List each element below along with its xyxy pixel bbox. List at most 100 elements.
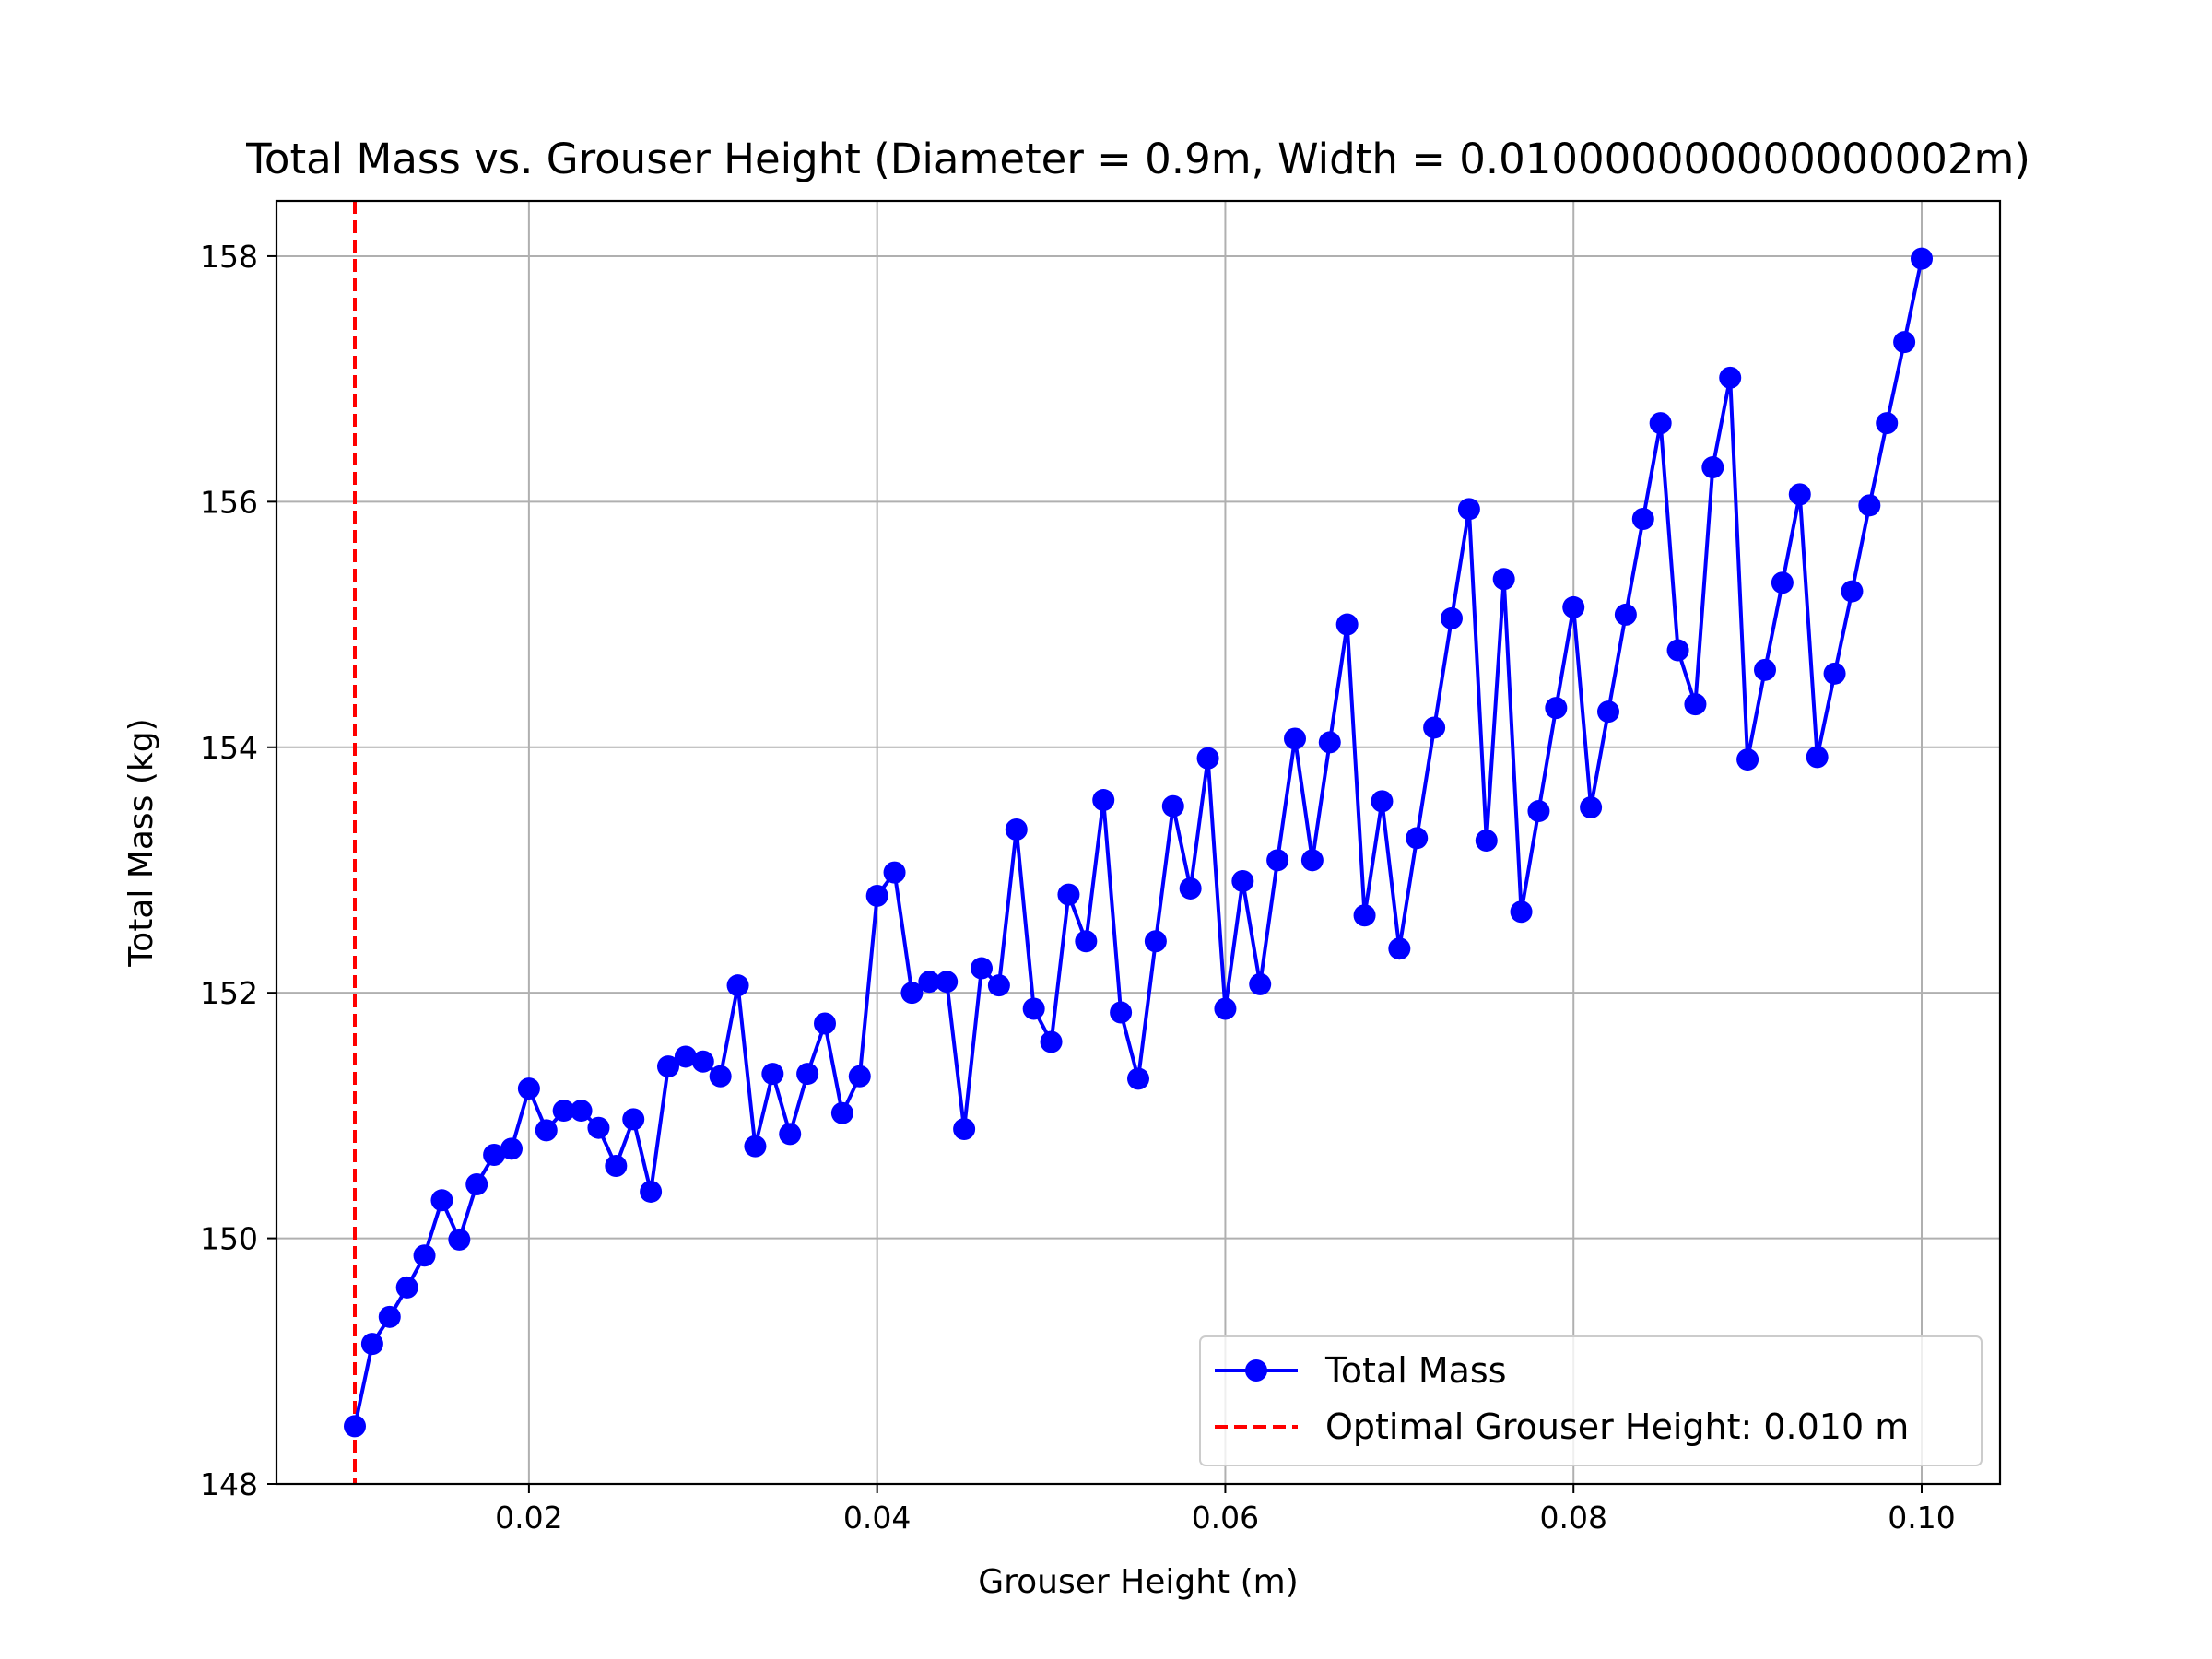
total-mass-point [587, 1116, 610, 1139]
total-mass-point [1284, 727, 1306, 750]
total-mass-point [1231, 869, 1254, 892]
total-mass-point [1353, 904, 1376, 927]
total-mass-point [1719, 366, 1742, 389]
total-mass-point [1179, 877, 1202, 900]
total-mass-point [848, 1065, 871, 1088]
total-mass-point [1666, 639, 1689, 662]
total-mass-point [1562, 595, 1585, 618]
total-mass-point [1457, 498, 1480, 521]
x-axis-label: Grouser Height (m) [978, 1563, 1299, 1601]
total-mass-point [395, 1276, 418, 1299]
total-mass-point [552, 1100, 575, 1123]
total-mass-point [1110, 1001, 1133, 1024]
series-layer [344, 247, 1933, 1438]
total-mass-point [883, 861, 906, 884]
total-mass-point [1161, 794, 1184, 818]
y-tick-label: 152 [200, 975, 258, 1011]
total-mass-point [1300, 849, 1324, 872]
total-mass-point [640, 1180, 663, 1203]
y-tick-label: 156 [200, 484, 258, 520]
total-mass-point [535, 1119, 558, 1142]
total-mass-point [430, 1189, 453, 1212]
total-mass-point [1318, 731, 1341, 754]
chart-title: Total Mass vs. Grouser Height (Diameter … [245, 135, 2030, 183]
x-tick-label: 0.06 [1192, 1500, 1259, 1535]
total-mass-point [1371, 790, 1394, 813]
total-mass-point [1841, 580, 1864, 603]
total-mass-point [1893, 331, 1916, 354]
total-mass-point [674, 1045, 697, 1068]
y-tick-label: 158 [200, 239, 258, 275]
plot-frame [275, 199, 2002, 1486]
total-mass-point [1492, 568, 1515, 591]
total-mass-point [1736, 748, 1759, 771]
total-mass-point [1684, 693, 1707, 716]
total-mass-point [1057, 883, 1080, 906]
total-mass-point [1510, 900, 1533, 924]
legend-total-mass-label: Total Mass [1324, 1350, 1507, 1391]
total-mass-point [935, 971, 959, 994]
total-mass-point [1196, 747, 1219, 770]
total-mass-point [971, 957, 993, 980]
total-mass-point [500, 1137, 523, 1160]
y-tick-label: 154 [200, 730, 258, 766]
total-mass-point [987, 974, 1010, 997]
total-mass-point [1127, 1067, 1149, 1090]
legend-box [1199, 1335, 1983, 1466]
total-mass-point [413, 1244, 436, 1267]
y-axis-label: Total Mass (kg) [123, 718, 160, 967]
total-mass-point [744, 1135, 767, 1158]
total-mass-point [1388, 937, 1411, 960]
total-mass-point [1475, 830, 1498, 853]
total-mass-point [1075, 930, 1098, 953]
total-mass-point [1527, 800, 1550, 823]
total-mass-point [726, 974, 749, 997]
total-mass-point [1214, 997, 1237, 1020]
total-mass-point [1249, 972, 1272, 995]
total-mass-point [900, 982, 924, 1005]
total-mass-point [360, 1333, 383, 1356]
total-mass-point [1022, 997, 1045, 1020]
total-mass-point [1823, 662, 1846, 685]
total-mass-point [465, 1172, 488, 1195]
total-mass-point [865, 884, 888, 907]
total-mass-point [1597, 700, 1619, 724]
total-mass-point [796, 1063, 819, 1086]
y-tick-label: 150 [200, 1221, 258, 1257]
total-mass-point [657, 1055, 679, 1078]
total-mass-point [570, 1100, 593, 1123]
total-mass-point [1631, 508, 1654, 531]
x-tick-label: 0.08 [1539, 1500, 1606, 1535]
total-mass-point [1754, 658, 1776, 681]
total-mass-point [1441, 606, 1463, 629]
total-mass-point [1406, 827, 1429, 850]
total-mass-point [779, 1123, 802, 1146]
total-mass-point [1858, 494, 1881, 517]
total-mass-point [1649, 412, 1672, 435]
total-mass-point [709, 1065, 732, 1088]
total-mass-point [830, 1101, 853, 1124]
total-mass-point [1788, 483, 1811, 506]
total-mass-point [1911, 247, 1933, 270]
total-mass-point [1580, 796, 1603, 819]
x-tick-label: 0.10 [1888, 1500, 1955, 1535]
total-mass-point [378, 1305, 401, 1328]
total-mass-point [448, 1228, 471, 1251]
total-mass-point [1876, 412, 1899, 435]
total-mass-point [1701, 456, 1724, 479]
grid-lines [276, 201, 2000, 1485]
total-mass-point [483, 1144, 506, 1167]
total-mass-point [1614, 603, 1637, 626]
total-mass-point [622, 1108, 645, 1131]
total-mass-point [761, 1063, 784, 1086]
total-mass-point [953, 1118, 976, 1141]
total-mass-point [344, 1415, 366, 1438]
legend-optimal-height-label: Optimal Grouser Height: 0.010 m [1325, 1406, 1909, 1447]
total-mass-point [1144, 930, 1167, 953]
total-mass-point [1335, 613, 1359, 636]
total-mass-point [517, 1077, 540, 1100]
x-tick-label: 0.02 [495, 1500, 562, 1535]
total-mass-point [1092, 789, 1115, 812]
